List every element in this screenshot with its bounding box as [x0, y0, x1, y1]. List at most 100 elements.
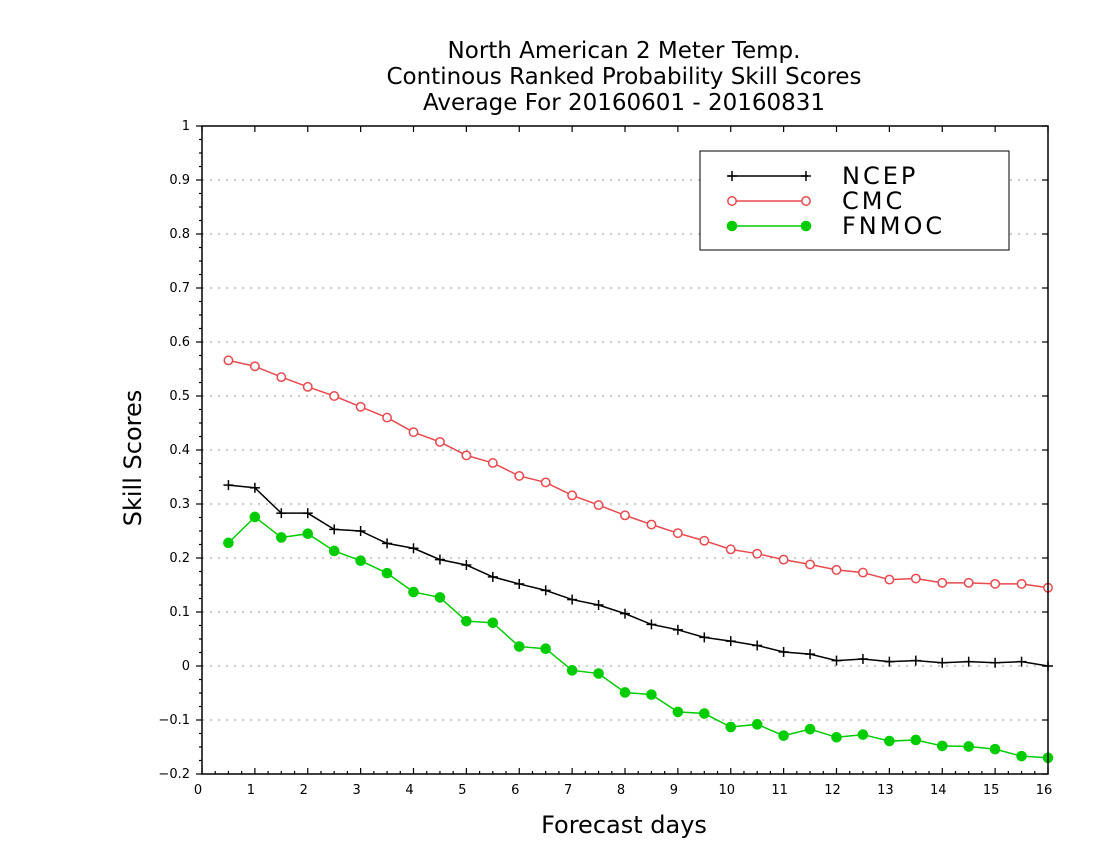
point-ncep-28 [963, 656, 974, 667]
legend-marker-start-ncep [727, 171, 737, 181]
legend-entry-cmc: CMC [727, 187, 905, 215]
series-line-fnmoc [227, 515, 1049, 759]
series-line-ncep [228, 484, 1049, 667]
point-fnmoc-0 [223, 537, 234, 549]
point-fnmoc-28 [963, 741, 974, 752]
legend-marker-end-cmc [801, 196, 811, 206]
x-tick-label-2: 2 [300, 783, 308, 798]
point-fnmoc-10 [487, 617, 499, 629]
point-fnmoc-21 [778, 730, 789, 741]
point-fnmoc-25 [884, 735, 895, 747]
x-tick-label-11: 11 [771, 783, 788, 798]
point-ncep-11 [514, 578, 525, 589]
point-fnmoc-7 [408, 586, 419, 598]
x-tick-label-10: 10 [718, 783, 735, 798]
point-cmc-9 [461, 450, 472, 461]
x-tick-label-5: 5 [458, 783, 466, 798]
y-tick-label-9: 0.7 [169, 281, 190, 296]
point-ncep-7 [408, 543, 419, 554]
x-tick-label-13: 13 [877, 783, 894, 798]
point-cmc-30 [1016, 578, 1027, 589]
point-ncep-8 [434, 554, 445, 565]
point-cmc-23 [831, 564, 842, 575]
legend-marker-start-cmc [727, 196, 737, 206]
y-tick-label-2: 0 [182, 659, 190, 674]
point-ncep-14 [593, 599, 604, 610]
point-ncep-27 [937, 657, 948, 668]
legend-entry-fnmoc: FNMOC [726, 212, 945, 240]
point-fnmoc-3 [302, 528, 314, 540]
point-cmc-15 [620, 510, 630, 521]
point-ncep-25 [884, 656, 895, 667]
point-ncep-23 [831, 655, 842, 666]
series-line-cmc [228, 359, 1049, 589]
point-ncep-20 [752, 640, 763, 651]
point-cmc-13 [567, 490, 578, 501]
legend-marker-end-ncep [801, 171, 811, 181]
x-axis-title: Forecast days [541, 811, 707, 839]
point-fnmoc-27 [936, 740, 948, 752]
point-cmc-19 [725, 544, 736, 555]
y-tick-label-4: 0.2 [169, 551, 190, 566]
point-cmc-28 [963, 577, 974, 588]
point-ncep-30 [1016, 656, 1027, 667]
series-fnmoc [223, 511, 1054, 764]
point-cmc-7 [408, 427, 419, 438]
point-ncep-0 [223, 480, 234, 491]
point-cmc-10 [487, 458, 498, 468]
chart-title-line-1: North American 2 Meter Temp. [448, 38, 801, 64]
point-fnmoc-20 [751, 719, 763, 730]
point-cmc-6 [382, 412, 393, 423]
point-fnmoc-14 [593, 668, 604, 679]
point-fnmoc-30 [1016, 750, 1027, 762]
legend-label-ncep: NCEP [842, 162, 918, 190]
x-tick-label-7: 7 [564, 783, 572, 798]
point-ncep-4 [329, 524, 340, 535]
point-ncep-19 [725, 636, 736, 647]
chart-title: North American 2 Meter Temp. Continous R… [386, 38, 861, 116]
y-tick-label-3: 0.1 [169, 605, 190, 620]
point-fnmoc-17 [672, 706, 684, 718]
point-ncep-24 [857, 653, 868, 664]
point-ncep-15 [620, 608, 630, 619]
x-tick-label-9: 9 [670, 783, 678, 798]
point-ncep-22 [805, 649, 816, 660]
point-cmc-17 [672, 528, 683, 539]
series-ncep [223, 480, 1053, 671]
point-ncep-1 [249, 482, 260, 493]
point-cmc-11 [514, 470, 525, 481]
point-fnmoc-2 [276, 532, 287, 543]
y-tick-label-11: 0.9 [169, 173, 190, 188]
point-fnmoc-29 [989, 743, 1001, 755]
point-cmc-3 [302, 381, 313, 392]
point-fnmoc-15 [619, 687, 631, 698]
point-fnmoc-23 [831, 731, 842, 743]
point-cmc-21 [778, 554, 789, 565]
point-fnmoc-5 [355, 555, 366, 567]
x-tick-label-1: 1 [247, 783, 255, 798]
x-tick-label-4: 4 [405, 783, 413, 798]
point-cmc-29 [990, 578, 1001, 589]
point-fnmoc-6 [381, 567, 393, 579]
point-cmc-4 [329, 391, 340, 401]
point-ncep-9 [461, 560, 472, 571]
point-cmc-20 [752, 548, 763, 559]
point-fnmoc-1 [249, 511, 261, 523]
legend-label-cmc: CMC [842, 187, 905, 215]
x-tick-label-3: 3 [352, 783, 360, 798]
point-fnmoc-11 [513, 641, 525, 652]
point-fnmoc-19 [725, 721, 737, 733]
point-fnmoc-4 [328, 545, 340, 557]
legend-label-fnmoc: FNMOC [842, 212, 945, 240]
point-cmc-1 [249, 361, 260, 372]
x-tick-label-15: 15 [983, 783, 1000, 798]
point-fnmoc-24 [857, 729, 869, 740]
point-cmc-27 [937, 577, 948, 588]
chart-title-line-3: Average For 20160601 - 20160831 [423, 90, 825, 116]
point-cmc-22 [805, 559, 816, 570]
x-tick-label-12: 12 [824, 783, 841, 798]
point-ncep-17 [672, 624, 683, 635]
point-ncep-2 [276, 508, 287, 519]
legend-marker-start-fnmoc [726, 220, 738, 232]
